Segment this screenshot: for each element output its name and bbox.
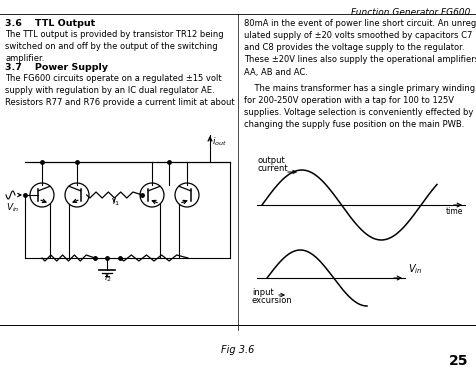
Text: time: time [446, 207, 463, 216]
Text: output: output [258, 156, 286, 165]
Text: current: current [258, 164, 288, 173]
Text: Fig 3.6: Fig 3.6 [221, 345, 255, 355]
Text: 25: 25 [448, 354, 468, 368]
Text: Function Generator FG600: Function Generator FG600 [351, 8, 470, 17]
Text: $V_{in}$: $V_{in}$ [6, 202, 20, 214]
Text: excursion: excursion [252, 296, 293, 305]
Text: $V_{in}$: $V_{in}$ [408, 262, 422, 276]
Text: $i_2$: $i_2$ [104, 271, 112, 284]
Text: $i_1$: $i_1$ [112, 196, 120, 208]
Text: The TTL output is provided by transistor TR12 being
switched on and off by the o: The TTL output is provided by transistor… [5, 30, 224, 63]
Text: 80mA in the event of power line short circuit. An unreg-
ulated supply of ±20 vo: 80mA in the event of power line short ci… [244, 19, 476, 76]
Text: The FG600 circuits operate on a regulated ±15 volt
supply with regulation by an : The FG600 circuits operate on a regulate… [5, 74, 235, 107]
Text: input: input [252, 288, 274, 297]
Text: $i_{out}$: $i_{out}$ [212, 135, 227, 147]
Text: 3.6    TTL Output: 3.6 TTL Output [5, 19, 95, 28]
Text: The mains transformer has a single primary winding
for 200-250V operation with a: The mains transformer has a single prima… [244, 84, 475, 129]
Text: 3.7    Power Supply: 3.7 Power Supply [5, 63, 108, 72]
